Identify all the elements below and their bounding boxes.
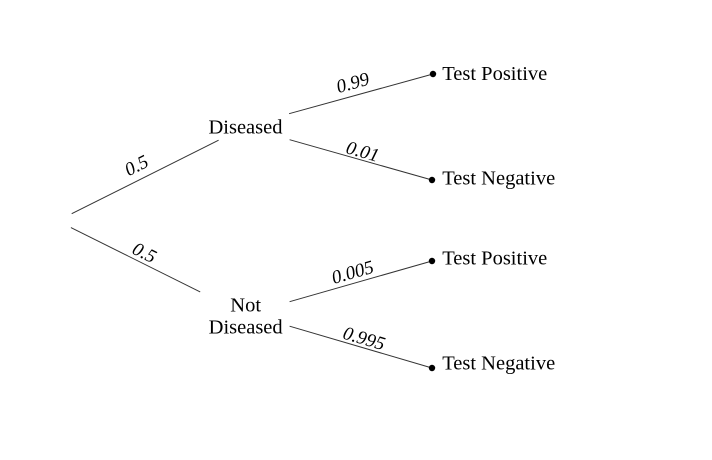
svg-text:0.5: 0.5 [129, 239, 160, 268]
svg-text:Test Positive: Test Positive [442, 248, 547, 270]
svg-text:0.5: 0.5 [121, 151, 152, 180]
svg-text:Test Positive: Test Positive [442, 63, 547, 85]
svg-text:Test Negative: Test Negative [442, 168, 555, 190]
svg-text:Diseased: Diseased [209, 317, 283, 339]
svg-text:Test Negative: Test Negative [442, 353, 555, 375]
svg-text:Diseased: Diseased [208, 117, 282, 139]
svg-text:0.995: 0.995 [340, 323, 387, 355]
svg-text:0.01: 0.01 [344, 137, 382, 166]
svg-text:0.99: 0.99 [334, 69, 372, 98]
svg-text:Not: Not [230, 295, 261, 317]
